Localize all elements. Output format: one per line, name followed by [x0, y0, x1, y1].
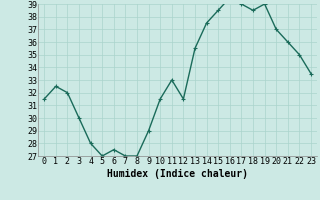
X-axis label: Humidex (Indice chaleur): Humidex (Indice chaleur) [107, 169, 248, 179]
